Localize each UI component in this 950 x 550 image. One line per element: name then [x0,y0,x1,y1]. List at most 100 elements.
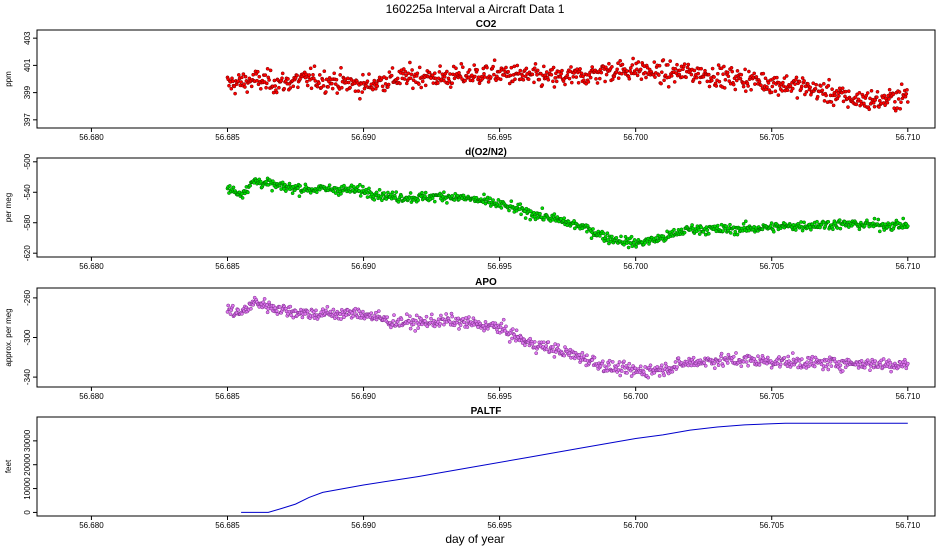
x-tick-label-co2: 56.710 [896,133,921,142]
data-point [644,75,648,80]
data-point [474,195,479,200]
data-point [390,66,395,70]
data-point [551,345,555,349]
y-axis-label-apo: approx. per meg [4,308,13,366]
data-point [409,72,414,77]
data-point [582,354,586,359]
data-point [535,68,540,73]
data-point [528,217,533,222]
data-point [303,75,308,80]
data-point [243,85,247,89]
data-point [286,77,290,81]
data-point [885,100,890,105]
data-point [245,90,250,94]
data-point [773,89,778,94]
data-point [797,79,802,84]
data-point [619,369,624,373]
y-tick-label-do2n2: -580 [23,214,32,231]
y-tick-label-paltf: 10000 [23,477,32,500]
data-point [586,80,591,84]
data-point [255,78,259,83]
x-tick-label-paltf: 56.695 [487,521,512,530]
data-point [264,85,268,90]
data-point [499,321,504,326]
x-tick-label-do2n2: 56.710 [896,262,921,271]
data-point [432,199,437,204]
data-point [802,79,806,83]
x-tick-label-paltf: 56.700 [623,521,648,530]
data-point [753,82,757,86]
data-point [538,211,542,216]
data-point [492,72,496,77]
data-point [327,183,332,188]
data-point [339,85,344,90]
data-point [533,62,538,66]
data-point [899,100,903,105]
data-point [626,245,631,250]
data-point [264,81,269,86]
data-point [888,360,893,365]
data-point [691,77,696,82]
data-point [274,309,279,313]
data-point [618,58,623,63]
data-point [790,86,795,91]
data-point [878,362,883,367]
data-point [328,309,333,314]
data-point [552,355,557,359]
data-point [782,355,787,360]
data-point [365,195,370,199]
data-point [459,61,464,66]
data-point [321,84,326,88]
data-point [731,82,736,87]
data-point [610,77,615,82]
data-point [261,300,265,305]
data-point [369,311,374,316]
data-point [442,190,446,195]
data-point [330,86,335,91]
data-point [383,82,388,86]
data-point [769,90,774,95]
data-point [648,363,653,368]
data-point [508,73,513,78]
data-point [387,70,392,74]
data-point [682,62,687,66]
data-point [872,216,877,221]
data-point [741,359,746,364]
data-point [277,305,282,309]
x-tick-label-co2: 56.685 [215,133,240,142]
data-point [581,74,585,79]
y-axis-label-do2n2: per meg [4,193,13,222]
data-point [376,309,381,313]
data-point [877,229,882,234]
data-point [730,69,735,74]
y-tick-label-apo: -300 [23,329,32,346]
data-point [846,358,851,362]
data-point [843,89,848,94]
data-point [622,359,626,364]
data-point [876,365,881,369]
data-point [702,360,707,365]
data-point [460,65,465,70]
data-point [476,75,481,80]
data-point [230,76,234,81]
panel-apo: APO approx. per meg 56.680 56.685 56.690 56.6… [4,277,936,401]
data-point [804,89,809,94]
data-point [815,94,820,99]
data-point [733,229,738,234]
data-point [591,227,595,231]
data-point [579,71,584,76]
data-point [569,65,573,69]
data-point [572,226,577,231]
data-point [812,364,817,369]
y-tick-label-do2n2: -500 [23,153,32,170]
data-point [800,76,805,80]
data-point [734,351,738,355]
data-point [899,82,904,87]
data-point [411,86,415,91]
data-point [677,72,682,77]
y-axis-label-co2: ppm [4,71,13,87]
data-point [414,313,419,318]
data-point [662,78,666,83]
data-point [756,354,760,359]
data-point [526,77,531,82]
